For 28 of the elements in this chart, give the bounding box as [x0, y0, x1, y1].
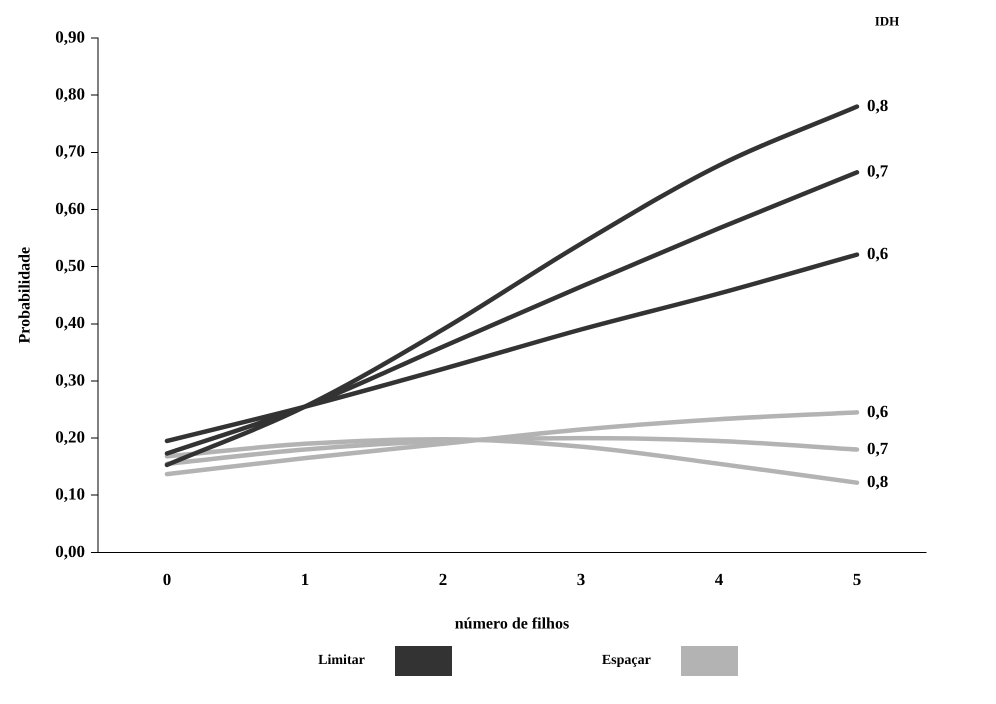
y-tick-label: 0,50 [55, 256, 85, 276]
y-axis-title: Probabilidade [16, 246, 34, 344]
legend-title: IDH [874, 13, 900, 28]
y-tick-label: 0,20 [55, 427, 85, 446]
y-tick-label: 0,70 [55, 142, 85, 161]
x-axis-title: número de filhos [454, 616, 570, 633]
series-label: 0,6 [866, 402, 888, 421]
series-label: 0,7 [866, 162, 889, 181]
y-tick-label: 0,10 [55, 484, 85, 504]
text: Espaçar [602, 653, 651, 669]
y-tick-label: 0,40 [55, 313, 85, 332]
series-label: 0,7 [866, 438, 889, 458]
x-tick-label: 2 [438, 570, 448, 589]
text: Limitar [318, 653, 365, 669]
x-tick-label: 5 [852, 570, 862, 589]
x-tick-label: 3 [576, 570, 586, 589]
y-tick-label: 0,80 [55, 84, 85, 104]
x-tick-label: 4 [714, 570, 724, 589]
x-tick-label: 0 [162, 570, 172, 589]
y-tick-label: 0,60 [55, 198, 85, 218]
line-series [164, 104, 860, 468]
series-label: 0,6 [866, 244, 888, 264]
x-tick-label: 1 [300, 570, 310, 589]
y-tick-label: 0,00 [55, 542, 85, 561]
y-tick-label: 0,30 [55, 370, 85, 390]
series-label: 0,8 [866, 472, 888, 492]
series-label: 0,8 [866, 96, 888, 115]
y-tick-label: 0,90 [55, 27, 85, 46]
